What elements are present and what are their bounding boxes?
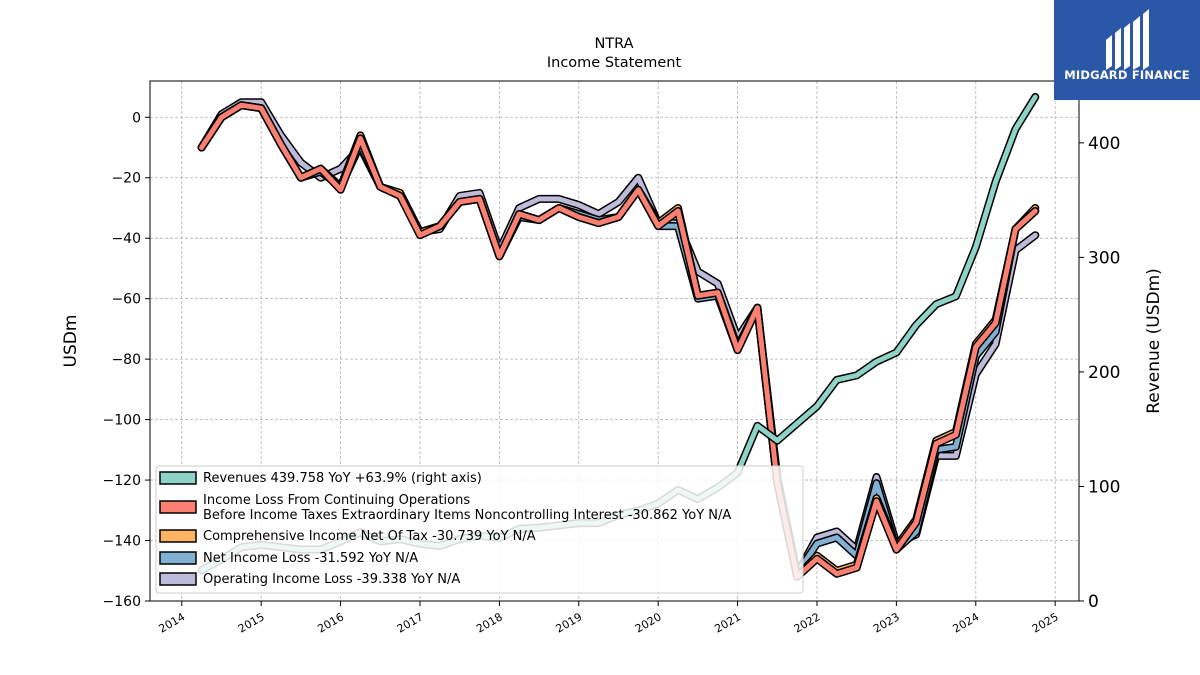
y-tick-label: −160 (103, 594, 141, 610)
y-tick-label: −40 (111, 231, 141, 247)
x-tick-label: 2019 (554, 610, 585, 635)
legend-box (155, 465, 804, 594)
x-tick-label: 2024 (951, 610, 982, 635)
y-axis-label: USDm (61, 315, 81, 368)
legend-label: Revenues 439.758 YoY +63.9% (right axis) (203, 471, 482, 486)
logo-text: MIDGARD FINANCE (1064, 68, 1190, 82)
legend-swatch (159, 551, 197, 565)
chart-title: NTRA (594, 36, 633, 52)
midgard-finance-logo: MIDGARD FINANCE (1054, 0, 1200, 100)
logo-mark-icon (1106, 9, 1149, 70)
y-axis-right-label: Revenue (USDm) (1144, 268, 1164, 414)
legend-label: Operating Income Loss -39.338 YoY N/A (203, 572, 460, 587)
legend: Revenues 439.758 YoY +63.9% (right axis)… (155, 465, 804, 594)
legend-swatch (159, 529, 197, 543)
y-tick-label: −120 (103, 473, 141, 489)
legend-label: Before Income Taxes Extraordinary Items … (203, 508, 731, 523)
plot-frame (149, 80, 1080, 602)
x-tick-label: 2018 (474, 610, 505, 635)
y-tick-label: 0 (132, 110, 141, 126)
y-right-tick-label: 400 (1088, 134, 1120, 154)
x-tick-label: 2014 (157, 610, 188, 635)
legend-label: Comprehensive Income Net Of Tax -30.739 … (203, 529, 536, 544)
legend-swatch (159, 500, 197, 514)
legend-label: Income Loss From Continuing Operations (203, 493, 470, 508)
x-tick-label: 2025 (1030, 610, 1061, 635)
chart-subtitle: Income Statement (547, 55, 682, 71)
series-line (199, 102, 1038, 580)
y-right-tick-label: 0 (1088, 592, 1099, 612)
y-tick-label: −100 (103, 413, 141, 429)
x-tick-label: 2021 (712, 610, 743, 635)
x-tick-label: 2016 (315, 610, 346, 635)
y-right-tick-label: 300 (1088, 248, 1120, 268)
x-tick-label: 2015 (236, 610, 267, 635)
y-right-tick-label: 100 (1088, 477, 1120, 497)
y-tick-label: −20 (111, 171, 141, 187)
x-tick-label: 2020 (633, 610, 664, 635)
x-tick-label: 2017 (395, 610, 426, 635)
legend-label: Net Income Loss -31.592 YoY N/A (203, 551, 418, 566)
x-tick-label: 2023 (871, 610, 902, 635)
y-right-tick-label: 200 (1088, 363, 1120, 383)
y-tick-label: −60 (111, 292, 141, 308)
legend-swatch (159, 572, 197, 586)
x-tick-label: 2022 (792, 610, 823, 635)
y-tick-label: −140 (103, 534, 141, 550)
legend-swatch (159, 471, 197, 485)
y-tick-label: −80 (111, 352, 141, 368)
